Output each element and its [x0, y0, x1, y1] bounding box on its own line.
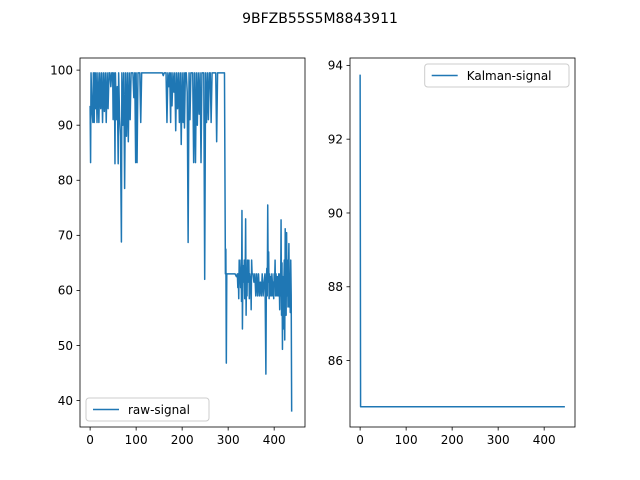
- y-tick-label: 86: [328, 354, 343, 368]
- legend: raw-signal: [85, 397, 210, 422]
- y-tick-label: 90: [328, 206, 343, 220]
- legend-label: raw-signal: [128, 403, 190, 417]
- legend-label: Kalman-signal: [467, 69, 552, 83]
- x-tick-label: 400: [263, 433, 286, 447]
- x-tick-label: 200: [441, 433, 464, 447]
- y-tick-label: 60: [58, 284, 73, 298]
- y-tick-label: 90: [58, 118, 73, 132]
- y-tick-label: 40: [58, 394, 73, 408]
- x-tick-label: 300: [487, 433, 510, 447]
- y-tick-label: 50: [58, 339, 73, 353]
- y-tick-label: 92: [328, 132, 343, 146]
- axes-frame: [349, 57, 576, 428]
- x-tick-label: 200: [171, 433, 194, 447]
- x-tick-label: 100: [125, 433, 148, 447]
- series-line-raw-signal: [89, 72, 293, 412]
- y-tick-label: 80: [58, 174, 73, 188]
- x-tick-label: 400: [533, 433, 556, 447]
- axes-frame: [79, 57, 306, 428]
- figure-title: 9BFZB55S5M8843911: [242, 11, 398, 27]
- x-tick-label: 300: [217, 433, 240, 447]
- x-tick-label: 100: [395, 433, 418, 447]
- raw-signal-panel: 0 100 200 300 400 40 50 60 70 80 90 100 raw-signal: [50, 57, 306, 447]
- y-tick-label: 70: [58, 229, 73, 243]
- legend: Kalman-signal: [424, 63, 570, 88]
- legend-box: [424, 63, 570, 88]
- x-tick-label: 0: [356, 433, 364, 447]
- x-tick-label: 0: [86, 433, 94, 447]
- series-line-kalman-signal: [359, 74, 565, 408]
- y-tick-label: 88: [328, 280, 343, 294]
- kalman-signal-panel: 0 100 200 300 400 86 88 90 92 94 Kalman-signal: [328, 57, 576, 447]
- y-tick-label: 94: [328, 59, 343, 73]
- legend-box: [85, 397, 210, 422]
- y-tick-label: 100: [50, 63, 73, 77]
